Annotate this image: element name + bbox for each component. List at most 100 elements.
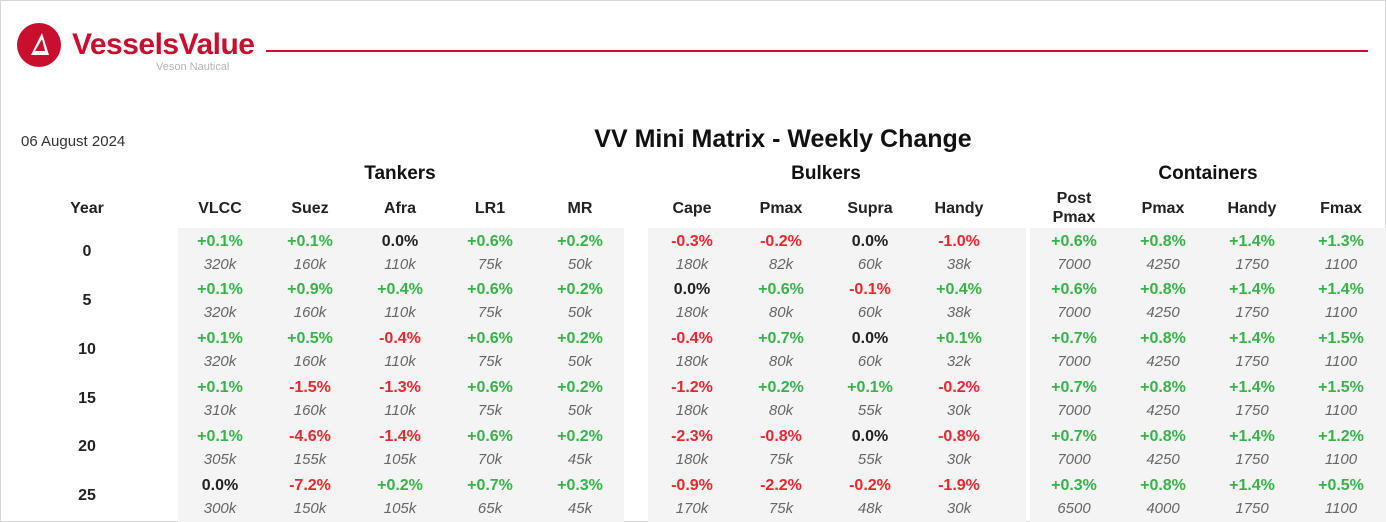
vessel-size-value: 38k bbox=[946, 304, 972, 321]
weekly-change-value: +0.6% bbox=[758, 281, 804, 298]
vessel-size-value: 180k bbox=[675, 402, 709, 419]
weekly-change-value: +0.2% bbox=[557, 330, 603, 347]
weekly-change-value: +0.6% bbox=[467, 281, 513, 298]
year-header: Year bbox=[70, 200, 104, 217]
column-header: Post Pmax bbox=[1052, 190, 1096, 226]
vessel-size-value: 60k bbox=[857, 353, 883, 370]
vessel-size-value: 75k bbox=[477, 353, 503, 370]
section-title-containers: Containers bbox=[1158, 163, 1258, 184]
vessel-size-value: 320k bbox=[203, 256, 237, 273]
vessel-size-value: 30k bbox=[946, 402, 972, 419]
vessel-size-value: 300k bbox=[203, 500, 237, 517]
weekly-change-value: -0.4% bbox=[671, 330, 713, 347]
vessel-size-value: 75k bbox=[768, 500, 794, 517]
section-band-2 bbox=[1030, 228, 1386, 522]
vessel-size-value: 150k bbox=[293, 500, 327, 517]
vessel-size-value: 155k bbox=[293, 451, 327, 468]
weekly-change-value: -0.1% bbox=[849, 281, 891, 298]
year-label: 5 bbox=[82, 292, 92, 309]
vessel-size-value: 180k bbox=[675, 451, 709, 468]
weekly-change-value: +0.4% bbox=[377, 281, 423, 298]
column-header: LR1 bbox=[474, 200, 506, 217]
vessel-size-value: 30k bbox=[946, 500, 972, 517]
weekly-change-value: +0.7% bbox=[467, 477, 513, 494]
weekly-change-value: +0.1% bbox=[936, 330, 982, 347]
weekly-change-value: -7.2% bbox=[289, 477, 331, 494]
vessel-size-value: 55k bbox=[857, 451, 883, 468]
weekly-change-value: +0.7% bbox=[1051, 428, 1097, 445]
vessel-size-value: 80k bbox=[768, 402, 794, 419]
weekly-change-value: +0.1% bbox=[287, 233, 333, 250]
vessel-size-value: 75k bbox=[477, 256, 503, 273]
weekly-change-value: +1.3% bbox=[1318, 233, 1364, 250]
weekly-change-value: -4.6% bbox=[289, 428, 331, 445]
weekly-change-value: +0.8% bbox=[1140, 477, 1186, 494]
vessel-size-value: 50k bbox=[567, 256, 593, 273]
vessel-size-value: 55k bbox=[857, 402, 883, 419]
vessel-size-value: 80k bbox=[768, 304, 794, 321]
vessel-size-value: 180k bbox=[675, 256, 709, 273]
weekly-change-value: -0.3% bbox=[671, 233, 713, 250]
vessel-size-value: 4000 bbox=[1146, 500, 1180, 517]
weekly-change-value: -1.2% bbox=[671, 379, 713, 396]
weekly-change-value: +0.1% bbox=[197, 330, 243, 347]
section-band-1 bbox=[648, 228, 1026, 522]
weekly-change-value: +0.2% bbox=[557, 281, 603, 298]
vessel-size-value: 110k bbox=[384, 402, 416, 419]
vesselsvalue-logo-icon bbox=[17, 23, 61, 67]
vessel-size-value: 75k bbox=[768, 451, 794, 468]
weekly-change-value: -2.2% bbox=[760, 477, 802, 494]
weekly-change-value: -0.9% bbox=[671, 477, 713, 494]
weekly-change-value: -0.8% bbox=[938, 428, 980, 445]
weekly-change-value: +0.2% bbox=[758, 379, 804, 396]
year-label: 15 bbox=[78, 390, 96, 407]
vessel-size-value: 305k bbox=[203, 451, 237, 468]
weekly-change-value: +0.2% bbox=[557, 428, 603, 445]
column-header: Pmax bbox=[759, 200, 803, 217]
weekly-change-value: +0.8% bbox=[1140, 330, 1186, 347]
vessel-size-value: 50k bbox=[567, 402, 593, 419]
column-header: VLCC bbox=[198, 200, 242, 217]
vessel-size-value: 310k bbox=[203, 402, 237, 419]
weekly-change-value: +0.6% bbox=[1051, 281, 1097, 298]
vessel-size-value: 60k bbox=[857, 304, 883, 321]
brand-name: VesselsValue bbox=[72, 28, 255, 61]
column-header: Handy bbox=[1227, 200, 1277, 217]
vessel-size-value: 65k bbox=[477, 500, 503, 517]
column-header: Afra bbox=[383, 200, 416, 217]
vessel-size-value: 180k bbox=[675, 304, 709, 321]
column-header: Cape bbox=[672, 200, 712, 217]
vessel-size-value: 70k bbox=[477, 451, 503, 468]
vessel-size-value: 105k bbox=[383, 500, 417, 517]
weekly-change-value: +0.4% bbox=[936, 281, 982, 298]
vessel-size-value: 7000 bbox=[1057, 353, 1091, 370]
vessel-size-value: 180k bbox=[675, 353, 709, 370]
weekly-change-value: -0.8% bbox=[760, 428, 802, 445]
vessel-size-value: 160k bbox=[293, 353, 327, 370]
report-date: 06 August 2024 bbox=[21, 133, 126, 150]
vessel-size-value: 1100 bbox=[1324, 402, 1358, 419]
vessel-size-value: 110k bbox=[384, 353, 416, 370]
weekly-change-value: +0.2% bbox=[377, 477, 423, 494]
vessel-size-value: 320k bbox=[203, 304, 237, 321]
vessel-size-value: 1100 bbox=[1324, 451, 1358, 468]
vessel-size-value: 7000 bbox=[1057, 304, 1091, 321]
weekly-change-value: +1.4% bbox=[1318, 281, 1364, 298]
vessel-size-value: 1750 bbox=[1235, 402, 1269, 419]
vessel-size-value: 4250 bbox=[1146, 304, 1180, 321]
weekly-change-value: -2.3% bbox=[671, 428, 713, 445]
vessel-size-value: 160k bbox=[293, 256, 327, 273]
vessel-size-value: 1750 bbox=[1235, 256, 1269, 273]
vessel-size-value: 50k bbox=[567, 304, 593, 321]
vessel-size-value: 60k bbox=[857, 256, 883, 273]
page-title: VV Mini Matrix - Weekly Change bbox=[594, 125, 972, 153]
weekly-change-value: -1.5% bbox=[289, 379, 331, 396]
vessel-size-value: 75k bbox=[477, 402, 503, 419]
weekly-change-value: +0.8% bbox=[1140, 428, 1186, 445]
weekly-change-value: +0.1% bbox=[847, 379, 893, 396]
weekly-change-value: -0.2% bbox=[938, 379, 980, 396]
weekly-change-value: +0.5% bbox=[1318, 477, 1364, 494]
weekly-change-value: +0.7% bbox=[758, 330, 804, 347]
weekly-change-value: +0.1% bbox=[197, 233, 243, 250]
vessel-size-value: 7000 bbox=[1057, 402, 1091, 419]
